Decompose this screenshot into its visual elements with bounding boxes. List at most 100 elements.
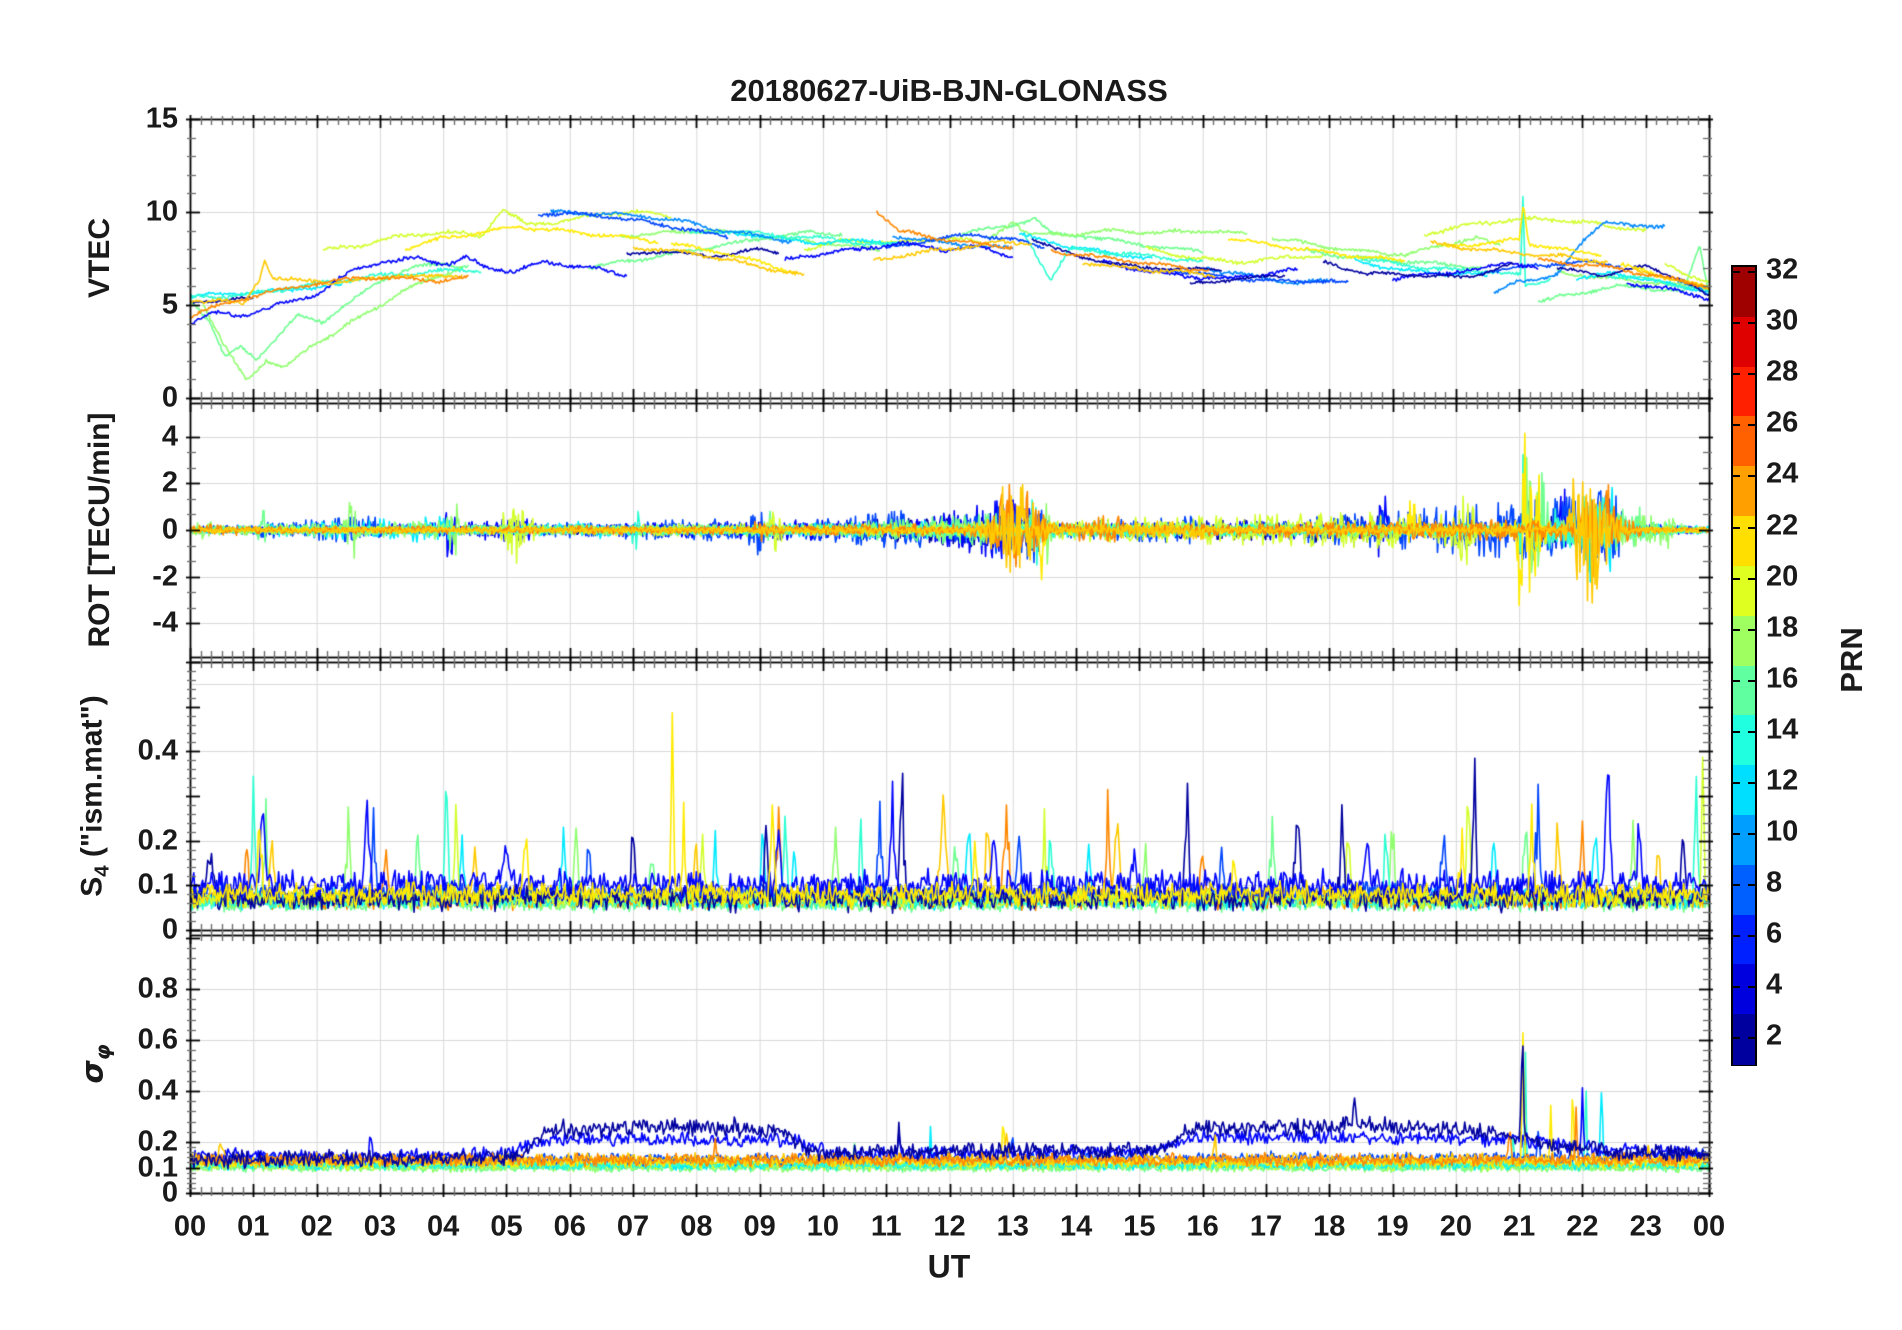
- colorbar-tick-label: 6: [1766, 917, 1783, 950]
- colorbar-tick: [1733, 884, 1740, 887]
- x-tick-label: 07: [616, 1210, 650, 1243]
- x-tick-label: 00: [173, 1210, 207, 1243]
- colorbar-band: [1733, 267, 1755, 318]
- colorbar-tick-label: 4: [1766, 968, 1783, 1001]
- colorbar-tick: [1733, 271, 1740, 274]
- y-tick-label-s4: 0.1: [137, 868, 178, 901]
- y-tick-label-s4: 0: [161, 913, 178, 946]
- y-axis-label-vtec: VTEC: [83, 218, 117, 298]
- x-tick-label: 09: [743, 1210, 776, 1243]
- colorbar-tick: [1733, 679, 1740, 682]
- colorbar-tick: [1748, 679, 1755, 682]
- colorbar-band: [1733, 565, 1755, 617]
- y-tick-label-sigma_phi: 0.6: [137, 1023, 178, 1056]
- x-tick-label: 04: [427, 1210, 460, 1243]
- colorbar-band: [1733, 615, 1755, 667]
- colorbar-tick: [1748, 730, 1755, 733]
- colorbar-tick-label: 8: [1766, 866, 1783, 899]
- colorbar-tick-label: 24: [1766, 457, 1799, 490]
- x-tick-label: 17: [1249, 1210, 1283, 1243]
- x-tick-label: 21: [1502, 1210, 1536, 1243]
- colorbar-tick-label: 20: [1766, 560, 1799, 593]
- y-tick-label-vtec: 5: [161, 288, 178, 321]
- x-tick-label: 06: [553, 1210, 586, 1243]
- colorbar-band: [1733, 665, 1755, 716]
- colorbar-tick-label: 16: [1766, 662, 1799, 695]
- colorbar-tick: [1733, 730, 1740, 733]
- x-tick-label: 16: [1186, 1210, 1219, 1243]
- x-tick-label: 11: [870, 1210, 902, 1243]
- colorbar-tick: [1748, 986, 1755, 989]
- colorbar-tick: [1748, 271, 1755, 274]
- colorbar-tick: [1748, 424, 1755, 427]
- x-tick-label: 05: [490, 1210, 523, 1243]
- colorbar-tick: [1748, 628, 1755, 631]
- y-tick-label-vtec: 15: [145, 102, 178, 135]
- x-tick-label: 03: [363, 1210, 397, 1243]
- colorbar-tick: [1748, 577, 1755, 580]
- colorbar-tick-label: 18: [1766, 611, 1799, 644]
- colorbar-tick: [1733, 526, 1740, 529]
- colorbar-tick-label: 14: [1766, 713, 1799, 746]
- x-tick-label: 08: [680, 1210, 713, 1243]
- x-tick-label: 13: [996, 1210, 1029, 1243]
- y-tick-label-rot: 2: [161, 466, 178, 499]
- x-axis-label: UT: [927, 1248, 971, 1285]
- colorbar-tick: [1733, 424, 1740, 427]
- colorbar-band: [1733, 814, 1755, 866]
- colorbar-band: [1733, 366, 1755, 418]
- colorbar-tick-label: 10: [1766, 815, 1799, 848]
- colorbar-band: [1733, 914, 1755, 965]
- y-tick-label-sigma_phi: 0.1: [137, 1151, 178, 1183]
- colorbar-band: [1733, 316, 1755, 368]
- x-tick-label: 20: [1439, 1210, 1472, 1243]
- y-tick-label-sigma_phi: 0.4: [137, 1074, 178, 1107]
- colorbar-tick-label: 32: [1766, 253, 1799, 286]
- chart-title: 20180627-UiB-BJN-GLONASS: [730, 73, 1168, 108]
- colorbar-tick: [1748, 833, 1755, 836]
- colorbar-band: [1733, 516, 1755, 567]
- colorbar-tick-label: 2: [1766, 1019, 1783, 1052]
- x-tick-label: 18: [1313, 1210, 1346, 1243]
- colorbar-tick: [1733, 577, 1740, 580]
- colorbar-tick: [1748, 782, 1755, 784]
- y-tick-label-s4: 0.4: [137, 734, 178, 767]
- colorbar-tick: [1733, 935, 1740, 938]
- colorbar-tick-label: 12: [1766, 764, 1799, 797]
- x-tick-label: 02: [300, 1210, 333, 1243]
- colorbar-tick: [1733, 782, 1740, 784]
- colorbar-tick: [1733, 322, 1740, 325]
- y-tick-label-rot: -2: [152, 560, 178, 593]
- colorbar-tick: [1748, 526, 1755, 529]
- y-tick-label-sigma_phi: 0: [161, 1176, 178, 1209]
- colorbar-tick: [1748, 475, 1755, 478]
- x-tick-label: 15: [1123, 1210, 1156, 1243]
- y-tick-label-rot: -4: [152, 606, 178, 639]
- colorbar-band: [1733, 964, 1755, 1015]
- colorbar-tick: [1733, 833, 1740, 836]
- x-tick-label: 22: [1566, 1210, 1599, 1243]
- y-tick-label-vtec: 0: [161, 381, 178, 414]
- colorbar-tick: [1733, 986, 1740, 989]
- colorbar-tick: [1733, 475, 1740, 478]
- colorbar: [1731, 265, 1757, 1066]
- y-tick-label-rot: 0: [161, 513, 178, 546]
- colorbar-tick: [1748, 322, 1755, 325]
- x-tick-label: 10: [806, 1210, 840, 1243]
- colorbar-tick: [1748, 935, 1755, 938]
- colorbar-tick: [1748, 1037, 1755, 1040]
- colorbar-band: [1733, 864, 1755, 916]
- colorbar-band: [1733, 1014, 1755, 1065]
- x-tick-label: 01: [237, 1210, 270, 1243]
- colorbar-band: [1733, 466, 1755, 517]
- y-tick-label-rot: 4: [161, 420, 178, 453]
- colorbar-label: PRN: [1834, 627, 1869, 693]
- y-axis-label-vtec-text: VTEC: [83, 217, 116, 299]
- y-axis-label-s4: S4 ("ism.mat"): [76, 695, 115, 897]
- x-tick-label: 19: [1376, 1210, 1409, 1243]
- colorbar-band: [1733, 765, 1755, 816]
- colorbar-tick: [1748, 373, 1755, 376]
- colorbar-band: [1733, 416, 1755, 467]
